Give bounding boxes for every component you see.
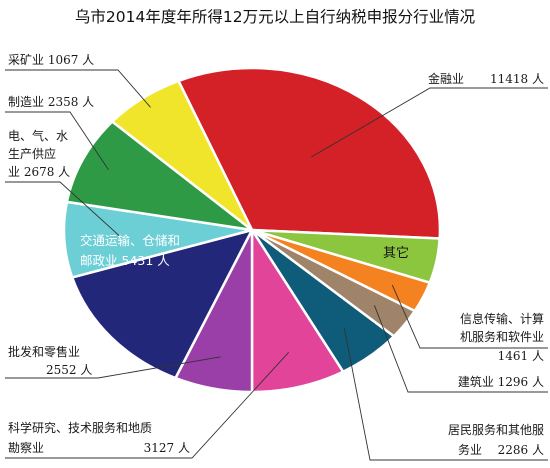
- label-it-1: 机服务和软件业: [460, 329, 544, 344]
- label-utility-1: 生产供应: [8, 146, 56, 161]
- label-it-2: 1461 人: [498, 349, 544, 363]
- label-resident-0: 居民服务和其他服: [448, 422, 544, 437]
- label-mining-0: 采矿业 1067 人: [8, 53, 94, 67]
- label-resident-1: 务业: [458, 442, 482, 457]
- leader-line-resident: [343, 328, 548, 461]
- leader-line-science: [5, 351, 290, 459]
- label-transport-0: 交通运输、仓储和: [80, 233, 180, 248]
- leader-line-finance: [311, 87, 548, 158]
- label-utility-0: 电、气、水: [8, 128, 68, 143]
- label-other-0: 其它: [383, 245, 409, 261]
- leader-line-manufact: [5, 111, 109, 170]
- label-science-2: 3127 人: [144, 441, 190, 455]
- label-wholesale-1: 2552 人: [46, 363, 92, 377]
- slice-finance: [177, 66, 442, 240]
- label-transport-1: 邮政业 5431 人: [80, 253, 170, 268]
- label-utility-2: 业 2678 人: [8, 165, 70, 179]
- leader-line-it: [391, 284, 548, 349]
- label-wholesale-0: 批发和零售业: [8, 344, 80, 359]
- label-science-1: 勘察业: [8, 441, 44, 455]
- leader-line-construct: [373, 305, 548, 393]
- label-manufact-0: 制造业 2358 人: [8, 95, 94, 109]
- leader-line-utility: [5, 181, 121, 238]
- pie-slices: [62, 66, 442, 394]
- label-science-0: 科学研究、技术服务和地质: [8, 420, 152, 435]
- label-construct-0: 建筑业 1296 人: [458, 374, 544, 389]
- slice-manufact: [65, 120, 254, 232]
- label-finance-0: 金融业: [428, 71, 464, 86]
- leader-line-mining: [5, 69, 151, 108]
- label-finance-1: 11418 人: [490, 72, 544, 86]
- leader-line-wholesale: [5, 356, 221, 379]
- label-resident-2: 2286 人: [498, 443, 544, 457]
- leader-lines: [5, 69, 548, 461]
- label-it-0: 信息传输、计算: [460, 311, 544, 326]
- slice-science: [250, 228, 345, 394]
- chart-title: 乌市2014年度年所得12万元以上自行纳税申报分行业情况: [75, 8, 475, 26]
- slice-transport: [70, 228, 254, 380]
